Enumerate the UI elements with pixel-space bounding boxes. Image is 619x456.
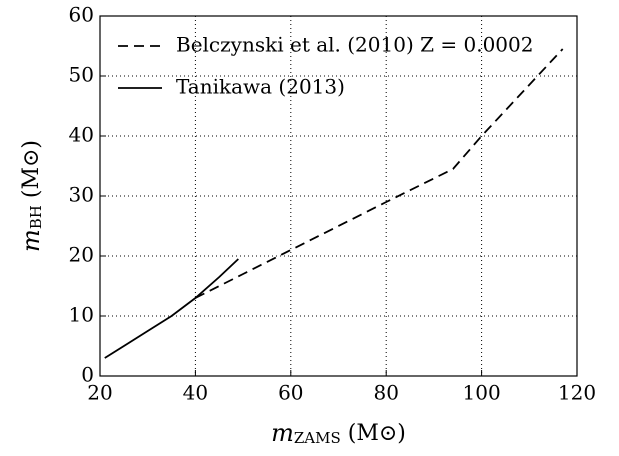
label-rest: (M⊙): [19, 140, 44, 205]
y-axis-label: mBH (M⊙): [17, 140, 46, 252]
y-tick-label: 50: [69, 63, 94, 87]
y-tick-label: 10: [69, 303, 94, 327]
x-tick-label: 80: [373, 381, 398, 405]
label-rest: (M⊙): [341, 421, 406, 446]
x-tick-label: 100: [463, 381, 501, 405]
x-tick-label: 120: [558, 381, 596, 405]
y-tick-label: 0: [81, 363, 94, 387]
plot-frame: [99, 15, 578, 377]
x-tick-label: 40: [183, 381, 208, 405]
y-tick-label: 30: [69, 183, 94, 207]
y-tick-label: 40: [69, 123, 94, 147]
x-tick-label: 20: [87, 381, 112, 405]
data-line: [104, 258, 239, 359]
x-tick-label: 60: [278, 381, 303, 405]
y-tick-label: 60: [69, 3, 94, 27]
label-main: m: [17, 229, 45, 252]
legend-label: Tanikawa (2013): [176, 75, 345, 99]
y-tick-label: 20: [69, 243, 94, 267]
label-sub: ZAMS: [294, 429, 341, 447]
x-axis-label: mZAMS (M⊙): [271, 419, 406, 448]
data-line: [194, 48, 564, 299]
label-main: m: [271, 419, 294, 447]
legend-label: Belczynski et al. (2010) Z = 0.0002: [176, 33, 533, 57]
label-sub: BH: [27, 205, 45, 229]
